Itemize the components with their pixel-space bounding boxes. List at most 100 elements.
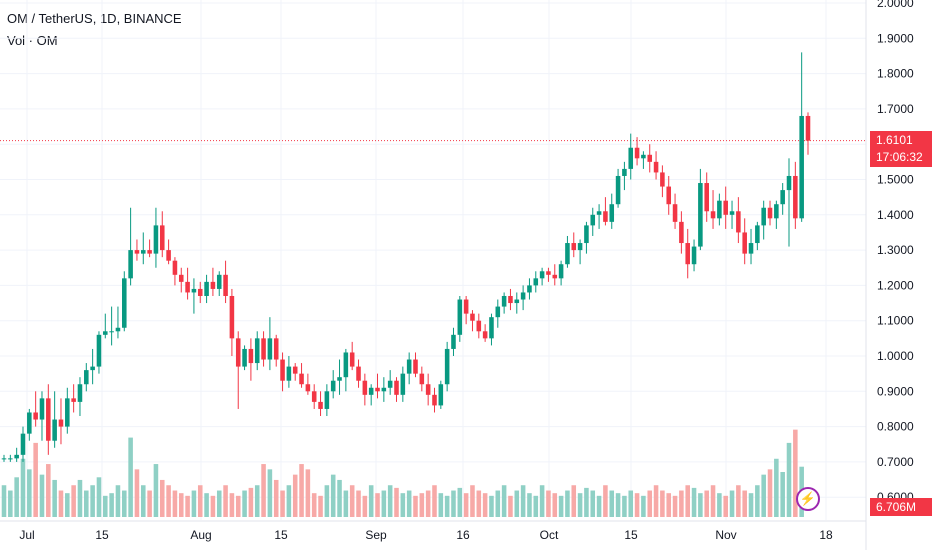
candle-body <box>767 207 773 219</box>
volume-bar <box>425 490 431 517</box>
volume-bar <box>413 495 418 517</box>
y-tick-label: 1.3000 <box>877 243 914 257</box>
volume-bar <box>590 490 596 517</box>
volume-bar <box>539 485 545 517</box>
volume-bar <box>375 493 380 517</box>
volume-value-tag: 6.706M <box>870 498 932 516</box>
volume-bar <box>558 495 564 517</box>
volume-bar <box>470 485 475 517</box>
candle-body <box>103 331 108 335</box>
candle-body <box>242 348 247 367</box>
x-tick-label: Oct <box>540 528 559 542</box>
volume-bar <box>115 485 121 517</box>
candle-body <box>65 398 70 427</box>
chart-title: OM / TetherUS, 1D, BINANCE <box>7 11 182 26</box>
candle-body <box>311 391 317 402</box>
volume-bar <box>647 490 653 517</box>
candle-body <box>539 271 545 279</box>
volume-bar <box>698 493 703 517</box>
candle-body <box>419 373 425 385</box>
candle-body <box>96 334 102 367</box>
y-tick-label: 0.7000 <box>877 455 914 469</box>
volume-bar <box>172 490 178 517</box>
candle-body <box>368 387 374 395</box>
candle-body <box>223 274 228 296</box>
volume-bar <box>324 485 330 517</box>
volume-bar <box>514 490 520 517</box>
volume-bar <box>229 493 235 517</box>
candle-body <box>90 366 95 371</box>
volume-bar <box>520 485 526 517</box>
candle-body <box>653 161 659 173</box>
volume-bar <box>457 487 463 517</box>
x-tick-label: 18 <box>819 528 833 542</box>
volume-bar <box>495 490 501 517</box>
volume-bar <box>305 469 311 517</box>
volume-bar <box>533 495 539 517</box>
y-tick-label: 1.4000 <box>877 208 914 222</box>
volume-bar <box>774 458 779 517</box>
candle-body <box>159 225 165 251</box>
volume-bar <box>261 464 266 517</box>
volume-bar <box>46 464 51 517</box>
y-tick-label: 1.1000 <box>877 314 914 328</box>
volume-bar <box>166 485 171 517</box>
volume-bar <box>501 485 507 517</box>
volume-bar <box>736 485 741 517</box>
candle-body <box>780 190 785 205</box>
volume-bar <box>717 493 722 517</box>
candle-body <box>590 214 596 226</box>
x-tick-label: 15 <box>624 528 638 542</box>
volume-bar <box>381 490 387 517</box>
candle-body <box>520 292 526 300</box>
candle-body <box>14 454 19 459</box>
candle-body <box>432 394 437 406</box>
volume-bar <box>210 495 216 517</box>
volume-bar <box>641 495 646 517</box>
candle-body <box>742 232 747 254</box>
last-price-tag: 1.6101 17:06:32 <box>870 130 932 167</box>
volume-bar <box>406 490 412 517</box>
candle-body <box>698 183 703 247</box>
candle-body <box>438 384 444 406</box>
volume-bar <box>77 479 83 517</box>
candle-body <box>704 183 709 212</box>
volume-bar <box>679 490 684 517</box>
volume-bar <box>368 485 374 517</box>
volume-bar <box>476 490 482 517</box>
volume-bar <box>489 495 494 517</box>
candle-body <box>406 359 412 374</box>
volume-bar <box>178 493 184 517</box>
volume-bar <box>20 458 26 517</box>
candle-body <box>508 295 513 304</box>
candle-body <box>755 225 760 244</box>
volume-bar <box>387 485 393 517</box>
candle-body <box>147 250 152 254</box>
candle-body <box>273 338 279 360</box>
candle-body <box>394 380 399 395</box>
volume-bar <box>723 495 728 517</box>
y-tick-label: 0.8000 <box>877 420 914 434</box>
candle-body <box>609 204 615 222</box>
y-tick-label: 2.0000 <box>877 0 914 10</box>
volume-bar <box>134 469 140 517</box>
candle-body <box>254 338 260 364</box>
candle-body <box>299 373 304 385</box>
volume-bar <box>267 469 273 517</box>
volume-bar <box>761 474 766 517</box>
candle-body <box>318 401 323 409</box>
candle-body <box>280 359 285 381</box>
volume-bar <box>400 493 406 517</box>
volume-bar <box>508 495 513 517</box>
candle-body <box>793 175 798 219</box>
candle-body <box>596 211 602 215</box>
lightning-icon[interactable]: ⚡ <box>796 487 820 511</box>
volume-bar <box>254 485 260 517</box>
candle-body <box>634 147 640 159</box>
candle-body <box>786 175 792 191</box>
candle-body <box>27 412 32 434</box>
volume-bar <box>216 490 222 517</box>
x-tick-label: Sep <box>365 528 387 542</box>
volume-bar <box>109 493 114 517</box>
